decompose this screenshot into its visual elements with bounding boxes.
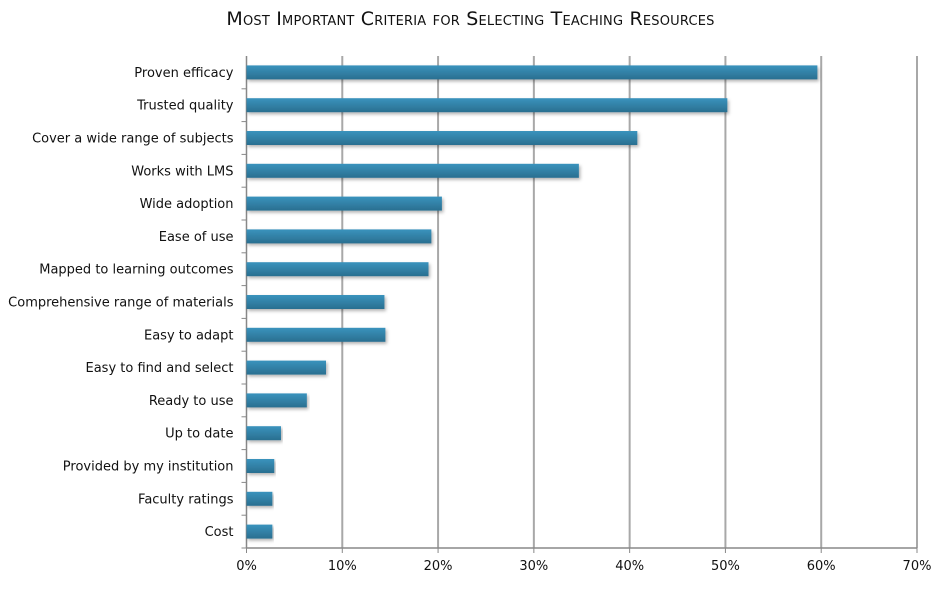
- category-label: Provided by my institution: [63, 460, 234, 475]
- bar: [246, 295, 385, 309]
- category-label: Cover a wide range of subjects: [32, 132, 234, 147]
- category-label: Faculty ratings: [138, 492, 234, 507]
- category-label: Mapped to learning outcomes: [39, 263, 233, 278]
- category-label: Easy to find and select: [86, 361, 234, 376]
- x-tick-label: 70%: [903, 559, 932, 574]
- category-label: Ease of use: [159, 230, 234, 245]
- bar: [246, 459, 275, 473]
- x-tick-label: 30%: [519, 559, 548, 574]
- bar: [246, 491, 273, 506]
- chart-title: Most Important Criteria for Selecting Te…: [226, 8, 715, 30]
- x-tick-label: 40%: [615, 559, 644, 574]
- x-tick-label: 0%: [236, 559, 257, 574]
- bar: [246, 196, 442, 211]
- bar: [246, 524, 273, 539]
- category-label: Ready to use: [149, 394, 234, 409]
- category-label: Trusted quality: [136, 99, 234, 114]
- category-label: Easy to adapt: [144, 328, 234, 343]
- bar: [246, 98, 728, 113]
- bar: [246, 131, 638, 145]
- category-label: Proven efficacy: [134, 66, 234, 81]
- bar: [246, 426, 281, 441]
- bar: [246, 262, 429, 277]
- x-tick-label: 60%: [807, 559, 836, 574]
- category-label: Up to date: [165, 427, 233, 442]
- category-label: Works with LMS: [131, 164, 233, 179]
- bar: [246, 229, 432, 244]
- bar: [246, 360, 327, 375]
- category-label: Cost: [205, 525, 234, 540]
- category-label: Wide adoption: [140, 197, 234, 212]
- bar: [246, 393, 307, 408]
- x-tick-label: 50%: [711, 559, 740, 574]
- bar: [246, 163, 579, 178]
- x-tick-label: 20%: [424, 559, 453, 574]
- category-label: Comprehensive range of materials: [8, 296, 234, 311]
- bar: [246, 65, 818, 80]
- x-tick-label: 10%: [328, 559, 357, 574]
- bar: [246, 327, 386, 342]
